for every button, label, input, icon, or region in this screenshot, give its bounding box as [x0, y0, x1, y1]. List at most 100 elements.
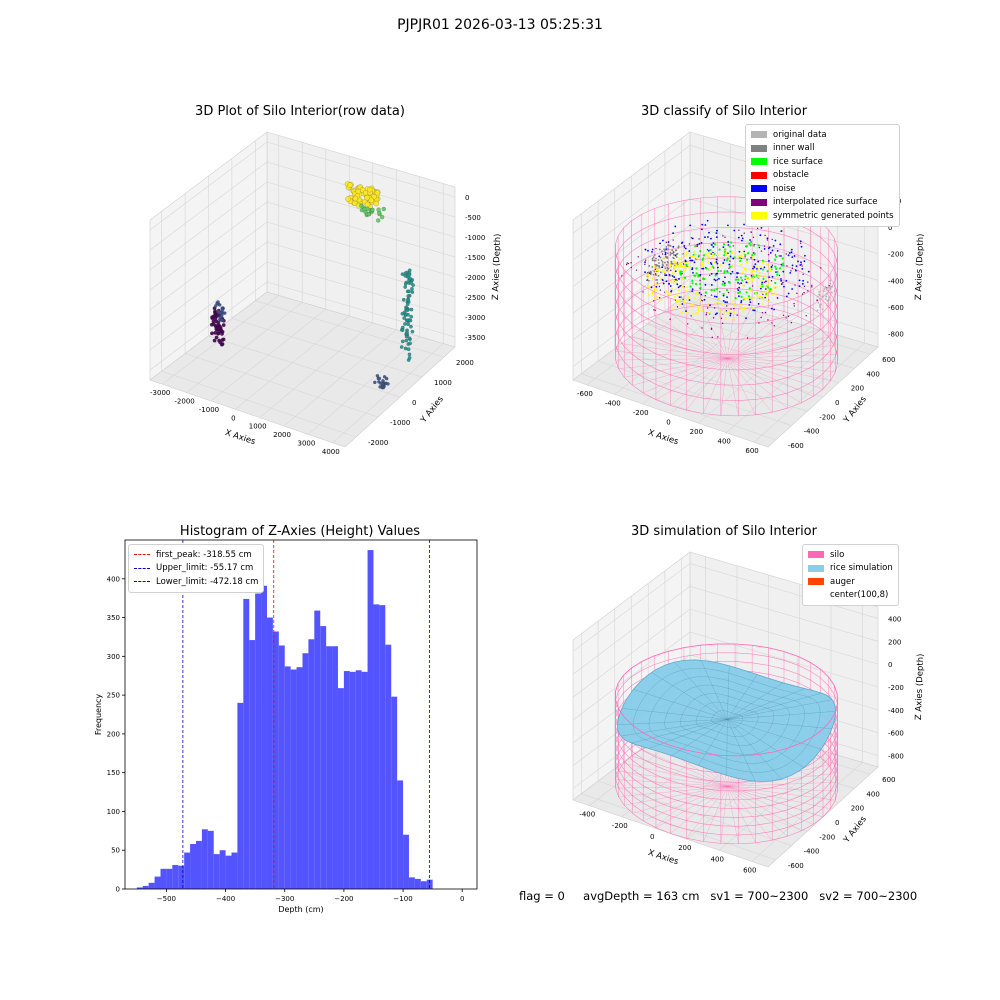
silo-floor-spoke: [717, 303, 728, 359]
silo-floor-spoke: [643, 786, 728, 822]
symmetric-point: [700, 261, 703, 264]
noise-point: [740, 301, 742, 304]
data-point: [403, 285, 407, 289]
rice-surface-point: [747, 295, 751, 298]
figure-title: PJPJR01 2026-03-13 05:25:31: [397, 17, 603, 33]
noise-point: [752, 309, 755, 311]
silo-floor-spoke: [655, 786, 728, 828]
symmetric-point: [762, 261, 765, 264]
symmetric-point: [691, 312, 695, 315]
symmetric-point: [685, 250, 688, 254]
y-tick-label: 300: [107, 653, 120, 661]
data-point: [377, 376, 382, 381]
rice-surface-point: [703, 277, 706, 281]
rice-surface-point: [725, 259, 729, 262]
grid-line: [614, 348, 808, 412]
inner-wall-point: [654, 263, 657, 266]
symmetric-point: [747, 281, 750, 284]
symmetric-point: [693, 296, 696, 300]
panel2-title: 3D classify of Silo Interior: [640, 104, 808, 119]
noise-point: [647, 249, 649, 252]
interpolated-point: [816, 299, 818, 301]
silo-floor-spoke: [670, 786, 728, 834]
symmetric-point: [733, 304, 736, 307]
data-point: [220, 318, 224, 322]
histogram-bar: [385, 644, 392, 889]
symmetric-point: [678, 261, 682, 265]
silo-floor-spoke: [727, 786, 838, 792]
interpolated-point: [642, 291, 644, 293]
noise-point: [689, 224, 692, 227]
grid-line: [149, 261, 268, 351]
rice-surface-point: [739, 259, 742, 263]
histogram-bar: [373, 604, 380, 889]
histogram-bar: [420, 881, 427, 889]
noise-point: [749, 239, 751, 241]
symmetric-point: [679, 263, 682, 266]
noise-point: [684, 247, 687, 250]
inner-wall-point: [658, 265, 661, 267]
inner-wall-point: [669, 245, 672, 247]
symmetric-point: [676, 293, 679, 296]
interpolated-point: [787, 315, 790, 318]
legend-entry: noise: [751, 182, 894, 196]
symmetric-point: [745, 277, 748, 280]
histogram-bar: [255, 593, 262, 889]
noise-point: [722, 294, 725, 297]
symmetric-point: [670, 288, 674, 291]
silo-floor-spoke: [727, 305, 753, 359]
symmetric-point: [647, 294, 650, 297]
rice-surface-point: [740, 295, 743, 298]
y-tick-label: 400: [866, 790, 879, 798]
noise-point: [776, 297, 779, 299]
x-tick-label: -2000: [174, 398, 194, 406]
inner-wall-point: [677, 245, 680, 248]
data-point: [405, 330, 409, 335]
silo-floor-spoke: [618, 358, 728, 369]
silo-floor-spoke: [654, 315, 728, 359]
rice-surface-point: [738, 290, 742, 293]
noise-point: [768, 276, 771, 279]
noise-point: [779, 243, 782, 246]
data-point: [406, 347, 411, 352]
rice-surface-point: [733, 256, 736, 259]
rice-surface-point: [744, 253, 747, 257]
data-point: [403, 274, 408, 278]
symmetric-point: [724, 316, 727, 319]
rice-surface-point: [737, 291, 740, 295]
inner-wall-point: [665, 256, 668, 259]
symmetric-point: [668, 263, 672, 266]
silo-floor-spoke: [618, 770, 728, 787]
rice-mesh-spoke: [620, 719, 728, 737]
symmetric-point: [710, 266, 713, 269]
inner-wall-point: [664, 267, 667, 270]
x-tick-label: -600: [577, 390, 593, 398]
inner-wall-point: [666, 260, 669, 263]
rice-mesh-spoke: [727, 688, 805, 720]
y-tick-label: 200: [107, 730, 120, 738]
histogram-bar: [201, 829, 208, 889]
symmetric-point: [731, 300, 734, 303]
symmetric-point: [752, 307, 755, 310]
symmetric-point: [742, 284, 745, 287]
interpolated-point: [770, 280, 773, 282]
noise-point: [651, 248, 654, 251]
symmetric-point: [671, 272, 675, 275]
interpolated-point: [764, 311, 767, 314]
interpolated-point: [778, 274, 781, 277]
interpolated-point: [637, 256, 639, 258]
noise-point: [674, 270, 677, 273]
histogram-bar: [397, 780, 404, 889]
interpolated-point: [762, 293, 764, 296]
x-tick-label: 3000: [298, 439, 316, 447]
noise-point: [715, 232, 718, 235]
data-point: [408, 318, 413, 323]
rice-surface-point: [721, 283, 724, 286]
histogram-bar: [148, 882, 155, 889]
data-point: [403, 322, 407, 326]
noise-point: [753, 265, 755, 268]
data-point: [409, 324, 413, 329]
interpolated-point: [801, 293, 804, 295]
symmetric-point: [655, 266, 659, 269]
rice-surface-point: [748, 287, 751, 290]
